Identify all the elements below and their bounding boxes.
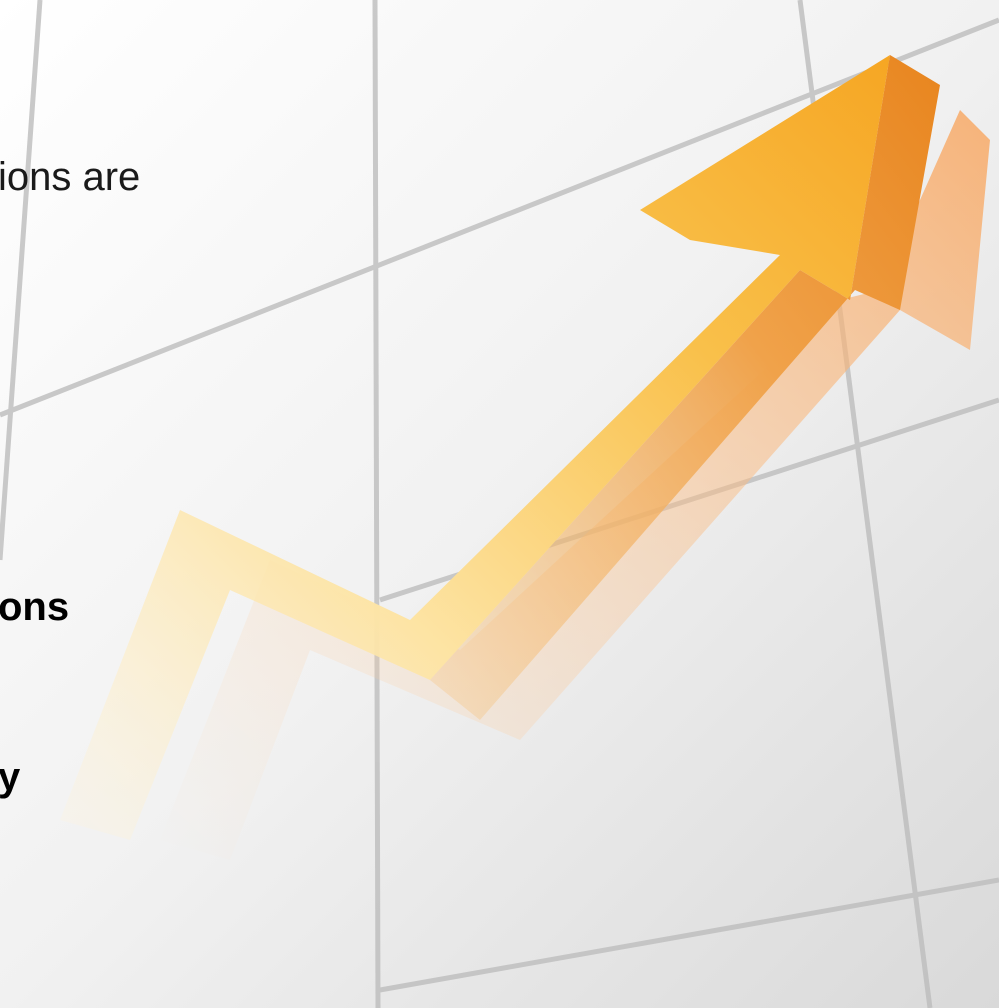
text-line: ions are bbox=[0, 155, 140, 199]
arrow-front bbox=[60, 55, 890, 840]
text-line-bold: y bbox=[0, 755, 21, 799]
text-line-bold: ons bbox=[0, 585, 69, 629]
arrow-shadow bbox=[160, 110, 990, 860]
arrow-side bbox=[430, 55, 940, 720]
